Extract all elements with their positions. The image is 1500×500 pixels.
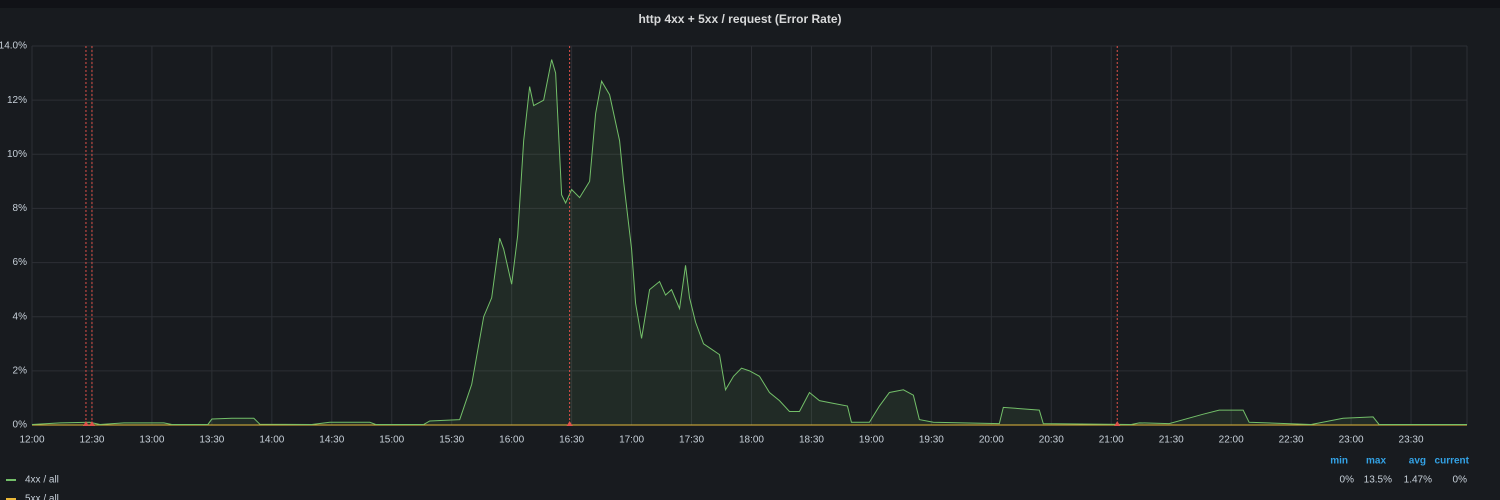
- x-tick-label: 22:00: [1219, 435, 1244, 446]
- y-tick-label: 8%: [13, 203, 28, 214]
- annotation-marker: [566, 421, 573, 426]
- x-tick-label: 20:00: [979, 435, 1004, 446]
- legend-header: max: [1366, 456, 1386, 467]
- x-tick-label: 17:00: [619, 435, 644, 446]
- y-tick-label: 2%: [13, 365, 28, 376]
- legend-stat: 0%: [1453, 475, 1468, 486]
- annotation-marker: [1114, 421, 1121, 426]
- legend-header: min: [1330, 456, 1348, 467]
- x-tick-label: 20:30: [1039, 435, 1064, 446]
- x-tick-label: 19:30: [919, 435, 944, 446]
- series-line: [31, 59, 1467, 425]
- chart-title: http 4xx + 5xx / request (Error Rate): [638, 12, 841, 26]
- y-tick-label: 10%: [7, 149, 27, 160]
- legend-stat: 13.5%: [1364, 475, 1392, 486]
- x-tick-label: 18:00: [739, 435, 764, 446]
- x-tick-label: 21:30: [1159, 435, 1184, 446]
- x-tick-label: 21:00: [1099, 435, 1124, 446]
- x-tick-label: 14:00: [259, 435, 284, 446]
- x-tick-label: 23:30: [1399, 435, 1424, 446]
- x-tick-label: 14:30: [319, 435, 344, 446]
- annotation-marker: [88, 421, 95, 426]
- x-tick-label: 23:00: [1339, 435, 1364, 446]
- annotation-marker: [82, 421, 89, 426]
- legend-swatch: [6, 498, 16, 500]
- x-tick-label: 12:30: [79, 435, 104, 446]
- x-tick-label: 16:30: [559, 435, 584, 446]
- x-tick-label: 13:30: [199, 435, 224, 446]
- x-tick-label: 13:00: [139, 435, 164, 446]
- x-tick-label: 22:30: [1279, 435, 1304, 446]
- legend-stat: 0%: [1340, 475, 1355, 486]
- legend-label: 4xx / all: [25, 475, 59, 486]
- legend-header: avg: [1409, 456, 1426, 467]
- y-tick-label: 12%: [7, 95, 27, 106]
- y-tick-label: 0%: [13, 420, 28, 431]
- legend-label: 5xx / all: [25, 494, 59, 500]
- x-tick-label: 18:30: [799, 435, 824, 446]
- y-tick-label: 14.0%: [0, 41, 27, 52]
- legend-stat: 1.47%: [1404, 475, 1432, 486]
- x-tick-label: 16:00: [499, 435, 524, 446]
- panel-background: [0, 8, 1500, 500]
- x-tick-label: 15:30: [439, 435, 464, 446]
- y-tick-label: 6%: [13, 257, 28, 268]
- x-tick-label: 12:00: [19, 435, 44, 446]
- x-tick-label: 19:00: [859, 435, 884, 446]
- x-tick-label: 17:30: [679, 435, 704, 446]
- legend-swatch: [6, 479, 16, 481]
- legend-header: current: [1435, 456, 1470, 467]
- y-tick-label: 4%: [13, 311, 28, 322]
- x-tick-label: 15:00: [379, 435, 404, 446]
